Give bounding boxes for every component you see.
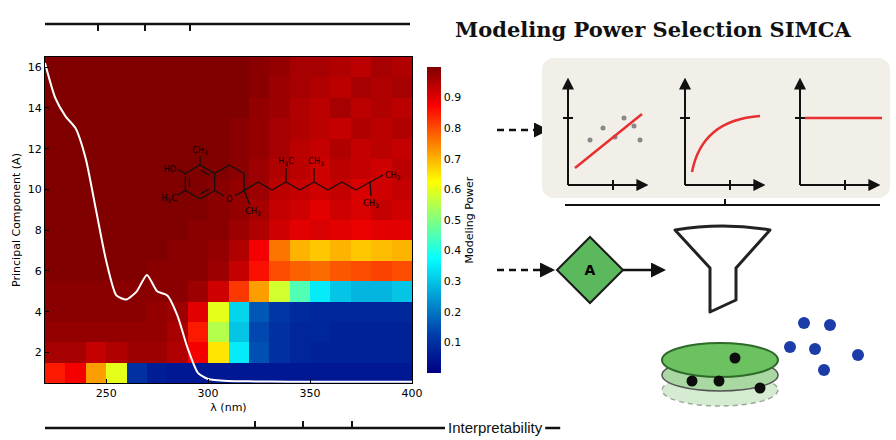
svg-text:0.8: 0.8 [444, 122, 462, 135]
svg-text:CH3: CH3 [385, 171, 401, 181]
svg-text:O: O [226, 195, 232, 204]
svg-text:CH3: CH3 [245, 207, 261, 217]
svg-text:350: 350 [300, 387, 321, 400]
svg-text:0.3: 0.3 [444, 275, 462, 288]
svg-text:Modeling Power Selection SIMCA: Modeling Power Selection SIMCA [455, 17, 851, 42]
svg-text:H3C: H3C [162, 194, 178, 204]
svg-text:Interpretability: Interpretability [448, 419, 543, 436]
svg-text:400: 400 [402, 387, 423, 400]
svg-text:CH3: CH3 [192, 146, 208, 156]
svg-text:6: 6 [35, 265, 42, 278]
svg-text:0.5: 0.5 [444, 214, 462, 227]
svg-text:300: 300 [198, 387, 219, 400]
svg-text:0.9: 0.9 [444, 91, 462, 104]
svg-text:0.4: 0.4 [444, 244, 462, 257]
svg-text:A: A [585, 262, 596, 278]
svg-text:0.6: 0.6 [444, 183, 462, 196]
svg-text:8: 8 [35, 224, 42, 237]
svg-text:0.7: 0.7 [444, 153, 462, 166]
svg-text:0.1: 0.1 [444, 336, 462, 349]
svg-text:CH3: CH3 [363, 199, 379, 209]
svg-text:4: 4 [35, 306, 42, 319]
svg-text:12: 12 [28, 143, 42, 156]
svg-text:CH3: CH3 [308, 157, 324, 167]
svg-text:λ (nm): λ (nm) [210, 401, 246, 414]
svg-text:2: 2 [35, 346, 42, 359]
svg-text:Modeling Power: Modeling Power [463, 176, 476, 263]
svg-text:Principal Component (A): Principal Component (A) [10, 153, 23, 287]
svg-text:10: 10 [28, 183, 42, 196]
svg-text:14: 14 [28, 102, 42, 115]
svg-text:HO: HO [164, 165, 176, 174]
svg-text:0.2: 0.2 [444, 306, 462, 319]
svg-text:250: 250 [96, 387, 117, 400]
svg-text:H3C: H3C [278, 157, 294, 167]
svg-text:16: 16 [28, 61, 42, 74]
